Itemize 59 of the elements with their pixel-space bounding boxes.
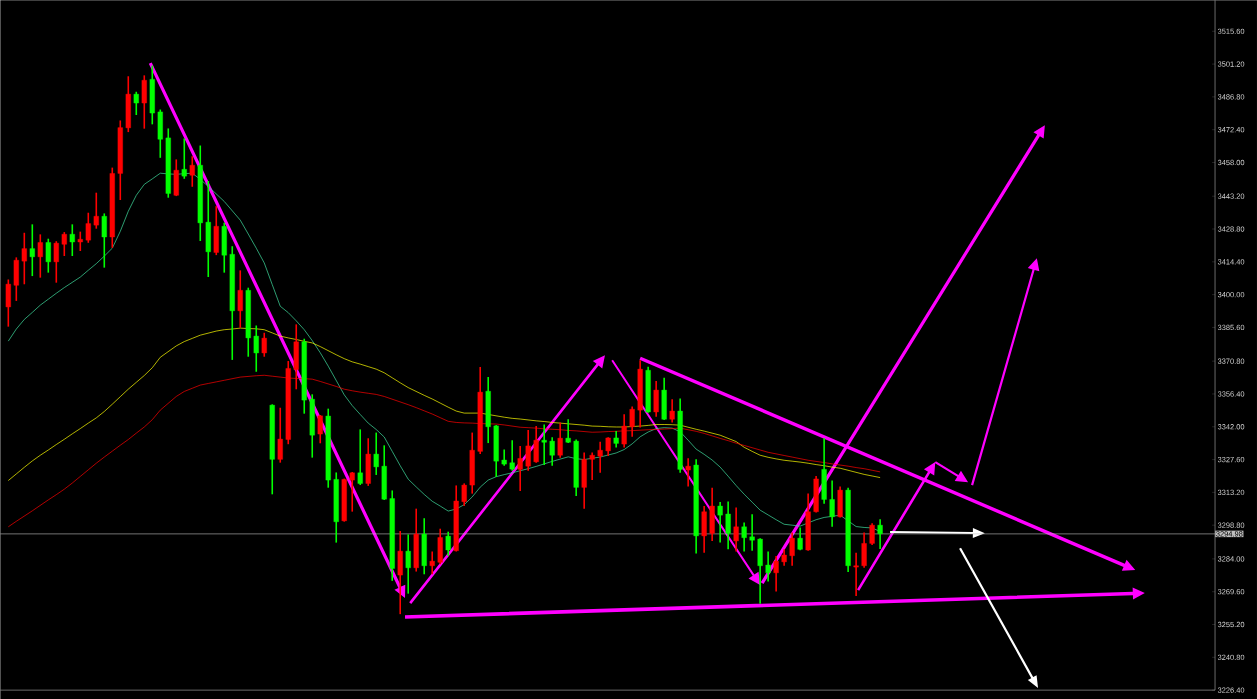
candlestick — [461, 483, 467, 506]
candlestick — [621, 414, 627, 448]
candlestick — [373, 432, 379, 475]
candlestick — [181, 138, 187, 179]
candlestick — [589, 452, 595, 480]
candlestick — [237, 270, 243, 328]
candlestick — [29, 224, 35, 276]
candlestick — [77, 231, 83, 251]
candlestick — [85, 212, 91, 243]
candlestick — [685, 458, 691, 487]
candlestick — [549, 437, 555, 466]
candlestick — [317, 414, 323, 444]
candlestick — [69, 224, 75, 256]
candlestick — [741, 522, 747, 552]
candlestick — [773, 555, 779, 592]
candlestick — [133, 91, 139, 115]
candlestick — [877, 519, 883, 549]
candlestick — [629, 406, 635, 437]
candlestick — [557, 422, 563, 458]
candlestick — [725, 501, 731, 550]
candlestick — [717, 502, 723, 543]
candlestick — [861, 532, 867, 568]
candlestick — [509, 440, 515, 471]
candlestick — [405, 534, 411, 594]
candlestick — [525, 430, 531, 471]
candlestick — [45, 238, 51, 273]
candlestick — [261, 332, 267, 357]
candlestick — [797, 527, 803, 551]
candlestick — [21, 232, 27, 285]
candlestick — [61, 232, 67, 256]
candlestick — [869, 523, 875, 545]
candlestick — [101, 213, 107, 268]
candlestick — [429, 551, 435, 575]
candlestick — [653, 381, 659, 417]
candlestick — [789, 532, 795, 566]
candlestick — [189, 156, 195, 187]
candlestick — [765, 551, 771, 582]
candlestick — [397, 530, 403, 615]
candlestick — [853, 552, 859, 596]
candlestick — [749, 514, 755, 551]
candlestick — [445, 531, 451, 556]
candlestick — [53, 241, 59, 283]
candlestick — [253, 325, 259, 372]
candlestick — [5, 279, 11, 327]
candlestick — [669, 399, 675, 423]
candlestick — [141, 75, 147, 129]
candlestick — [565, 419, 571, 443]
candlestick — [357, 429, 363, 485]
candlestick — [541, 424, 547, 465]
candlestick — [501, 449, 507, 466]
candlestick — [597, 441, 603, 473]
candlestick — [349, 471, 355, 512]
candlestick — [277, 407, 283, 463]
candlestick — [533, 425, 539, 463]
candlestick — [829, 480, 835, 527]
candlestick — [733, 507, 739, 552]
candlestick — [93, 192, 99, 229]
candlestick — [37, 234, 43, 278]
candlestick — [517, 445, 523, 491]
